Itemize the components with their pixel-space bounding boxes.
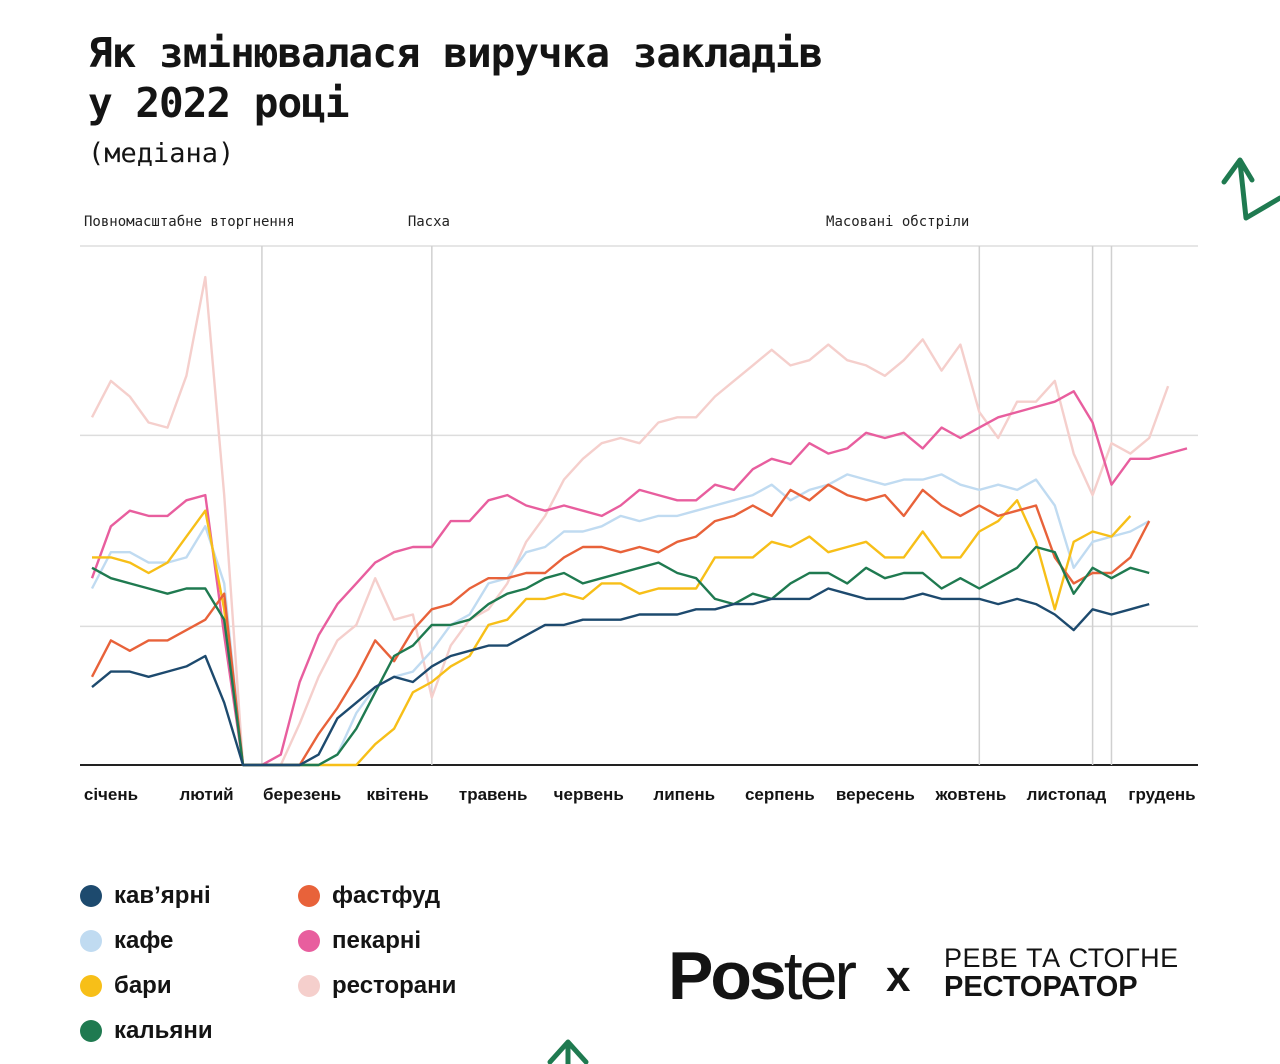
legend-item: кав’ярні xyxy=(80,879,211,913)
month-label: квітень xyxy=(367,785,429,804)
legend-swatch xyxy=(298,930,320,952)
partner-logo: РЕВЕ ТА СТОГНЕ РЕСТОРАТОР xyxy=(944,943,1179,1003)
poster-logo: Poster xyxy=(668,938,857,1014)
chart-title: Як змінювалася виручка закладів у 2022 р… xyxy=(88,29,823,127)
legend-item: бари xyxy=(80,969,172,1003)
grid xyxy=(80,245,1198,766)
month-label: жовтень xyxy=(935,785,1007,804)
month-label: березень xyxy=(263,785,341,804)
chart-subtitle: (медіана) xyxy=(88,138,235,169)
month-labels: січень лютий березень квітень травень червень… xyxy=(84,785,1196,804)
series-line xyxy=(91,545,1150,767)
legend-swatch xyxy=(80,885,102,907)
legend-swatch xyxy=(298,975,320,997)
legend-swatch xyxy=(80,975,102,997)
legend-item: кафе xyxy=(80,924,173,958)
legend-swatch xyxy=(80,930,102,952)
series-line xyxy=(90,390,1188,767)
legend-item: фастфуд xyxy=(298,879,440,913)
legend-label: кальяни xyxy=(114,1017,213,1044)
event-label: Пасха xyxy=(408,214,450,230)
series-line xyxy=(90,275,1170,767)
event-markers: Повномасштабне вторгнення Пасха Масовані о… xyxy=(84,214,1113,765)
legend-item: пекарні xyxy=(298,924,421,958)
legend-swatch xyxy=(298,885,320,907)
month-label: вересень xyxy=(836,785,915,804)
series-lines xyxy=(90,275,1188,767)
month-label: червень xyxy=(554,785,624,804)
line-chart: Повномасштабне вторгнення Пасха Масовані о… xyxy=(80,214,1198,804)
month-label: лютий xyxy=(179,785,233,804)
series-line xyxy=(90,483,1151,767)
legend-item: ресторани xyxy=(298,969,456,1003)
legend-label: ресторани xyxy=(332,972,457,999)
month-label: травень xyxy=(459,785,528,804)
legend-label: пекарні xyxy=(332,927,422,954)
arrow-icon xyxy=(547,1039,589,1064)
arrow-icon xyxy=(1221,157,1280,221)
series-line xyxy=(91,587,1150,767)
event-label: Масовані обстріли xyxy=(826,214,969,230)
series-line xyxy=(92,499,1132,767)
month-label: грудень xyxy=(1128,785,1195,804)
legend-label: кафе xyxy=(114,927,174,954)
month-label: листопад xyxy=(1027,785,1107,804)
month-label: липень xyxy=(653,785,715,804)
logo-separator: x xyxy=(886,952,911,1001)
event-label: Повномасштабне вторгнення xyxy=(84,214,295,230)
legend-label: кав’ярні xyxy=(114,882,211,909)
month-label: січень xyxy=(84,785,138,804)
legend-label: бари xyxy=(114,972,172,999)
legend-label: фастфуд xyxy=(332,882,441,909)
month-label: серпень xyxy=(745,785,815,804)
legend-swatch xyxy=(80,1020,102,1042)
legend-item: кальяни xyxy=(80,1014,213,1048)
